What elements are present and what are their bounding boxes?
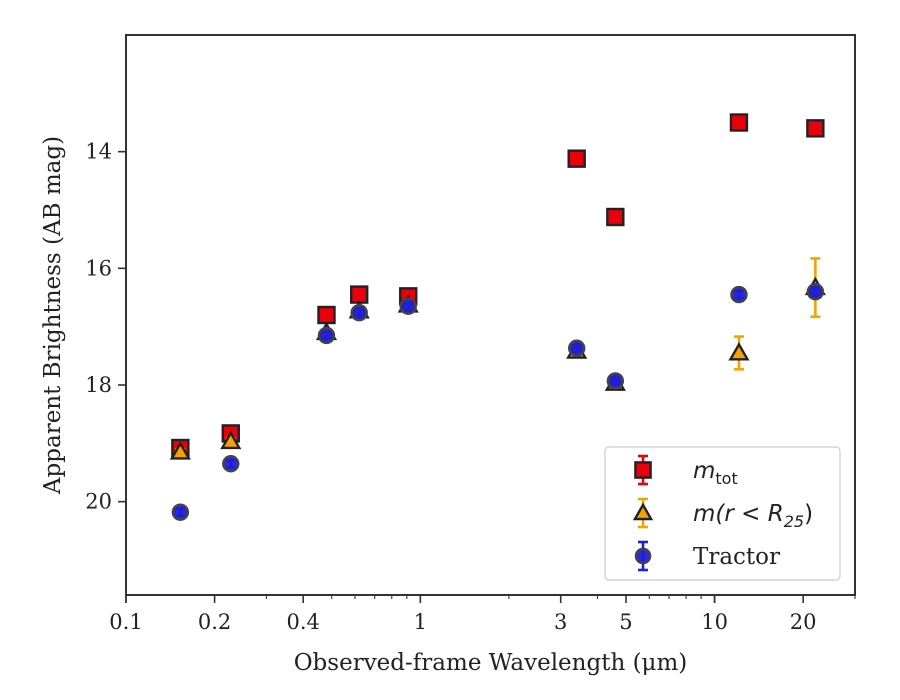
data-point-triangle xyxy=(728,341,750,361)
legend-marker-triangle xyxy=(632,502,654,521)
x-tick-label: 0.4 xyxy=(286,610,319,634)
x-tick-label: 0.1 xyxy=(109,610,142,634)
x-tick-label: 3 xyxy=(554,610,567,634)
legend-box xyxy=(604,446,841,581)
data-point-circle xyxy=(350,303,368,322)
data-point-triangle xyxy=(220,430,242,450)
data-point-square xyxy=(806,119,825,138)
data-point-circle xyxy=(222,455,240,473)
data-point-circle xyxy=(317,326,336,345)
data-point-circle xyxy=(806,282,825,301)
x-axis-label: Observed-frame Wavelength (μm) xyxy=(294,650,688,676)
x-tick-label: 10 xyxy=(701,610,728,634)
plot-area xyxy=(169,113,826,521)
data-point-circle xyxy=(730,285,748,304)
y-axis-label: Apparent Brightness (AB mag) xyxy=(40,136,66,495)
data-point-circle xyxy=(606,372,625,390)
x-axis-ticks: 0.1 0.2 0.4 1 3 5 10 20 xyxy=(109,595,856,634)
data-point-square xyxy=(606,207,625,227)
y-tick-label: 20 xyxy=(85,490,112,514)
data-point-square xyxy=(317,305,336,325)
legend-marker-circle xyxy=(634,547,652,565)
data-point-circle xyxy=(399,297,417,315)
legend-label: mtot xyxy=(693,458,738,488)
x-tick-label: 1 xyxy=(414,610,427,634)
data-point-circle xyxy=(568,339,586,357)
x-tick-label: 20 xyxy=(790,610,817,634)
data-point-circle xyxy=(171,503,190,521)
legend: mtot m(r < R25) Tractor xyxy=(604,446,841,581)
legend-label: Tractor xyxy=(693,544,780,570)
series-circle xyxy=(171,282,825,521)
y-tick-label: 14 xyxy=(85,140,112,164)
y-tick-label: 16 xyxy=(85,256,112,280)
y-tick-label: 18 xyxy=(85,373,112,397)
legend-marker-square xyxy=(634,461,652,479)
data-point-square xyxy=(567,149,586,168)
x-tick-label: 5 xyxy=(619,610,632,634)
x-tick-label: 0.2 xyxy=(198,610,231,634)
legend-label: m(r < R25) xyxy=(693,501,813,531)
data-point-square xyxy=(729,113,749,132)
axes-frame xyxy=(125,34,856,596)
y-axis-ticks: 14 16 18 20 xyxy=(85,140,126,514)
data-point-triangle xyxy=(169,441,191,460)
